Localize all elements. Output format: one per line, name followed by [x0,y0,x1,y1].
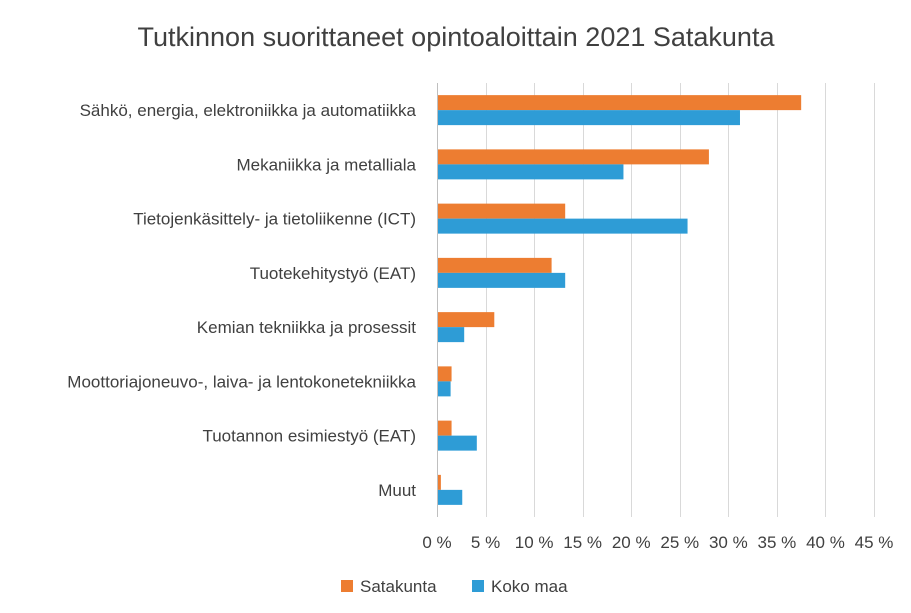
x-tick-label: 45 % [855,533,894,552]
category-label: Moottoriajoneuvo-, laiva- ja lentokonete… [67,372,416,391]
bar-koko-maa-tuotannon-esimiestyo-eat [438,435,477,451]
bar-koko-maa-tietojenkasittely-ja-tietoliikenne-ict [438,218,688,234]
x-tick-label: 5 % [471,533,500,552]
category-label: Tuotekehitystyö (EAT) [250,264,416,283]
category-label: Sähkö, energia, elektroniikka ja automat… [80,101,417,120]
bar-satakunta-tietojenkasittely-ja-tietoliikenne-ict [438,203,566,219]
bar-koko-maa-muut [438,489,463,505]
bars [438,95,802,505]
bar-koko-maa-mekaniikka-ja-metalliala [438,164,624,180]
chart-title: Tutkinnon suorittaneet opintoaloittain 2… [138,22,776,52]
x-tick-label: 35 % [758,533,797,552]
bar-satakunta-mekaniikka-ja-metalliala [438,149,709,165]
x-tick-label: 15 % [563,533,602,552]
category-label: Tietojenkäsittely- ja tietoliikenne (ICT… [133,210,416,229]
bar-satakunta-muut [438,474,441,490]
category-label: Mekaniikka ja metalliala [236,155,416,174]
x-tick-label: 40 % [806,533,845,552]
legend-swatch-koko-maa [472,580,484,592]
x-tick-label: 25 % [660,533,699,552]
x-tick-label: 20 % [612,533,651,552]
legend-label-koko-maa: Koko maa [491,577,568,596]
bar-koko-maa-kemian-tekniikka-ja-prosessit [438,327,465,343]
bar-satakunta-tuotannon-esimiestyo-eat [438,420,452,436]
category-labels: Sähkö, energia, elektroniikka ja automat… [67,101,416,500]
legend-swatch-satakunta [341,580,353,592]
bar-satakunta-moottoriajoneuvo-laiva-ja-lentokonetekniikka [438,366,452,382]
bar-koko-maa-sahko-energia-elektroniikka-ja-automatiikka [438,110,740,126]
x-tick-label: 10 % [515,533,554,552]
bar-koko-maa-moottoriajoneuvo-laiva-ja-lentokonetekniikka [438,381,451,397]
category-label: Muut [378,481,416,500]
x-tick-label: 0 % [422,533,451,552]
x-tick-labels: 0 % 5 % 10 % 15 % 20 % 25 % 30 % 35 % 40 % 45 % [422,533,893,552]
x-tick-label: 30 % [709,533,748,552]
bar-satakunta-sahko-energia-elektroniikka-ja-automatiikka [438,95,802,111]
bar-koko-maa-tuotekehitystyo-eat [438,272,566,288]
legend-label-satakunta: Satakunta [360,577,437,596]
bar-satakunta-kemian-tekniikka-ja-prosessit [438,312,495,328]
category-label: Kemian tekniikka ja prosessit [197,318,416,337]
legend: Satakunta Koko maa [341,577,568,596]
bar-satakunta-tuotekehitystyo-eat [438,257,552,273]
category-label: Tuotannon esimiestyö (EAT) [202,427,416,446]
gridlines [437,83,875,517]
